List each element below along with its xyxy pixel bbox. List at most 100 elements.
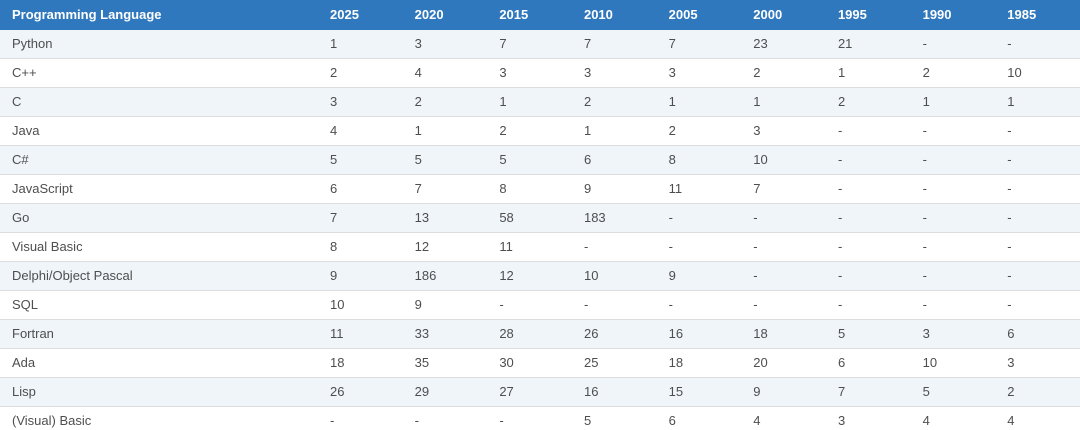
rank-cell: 7	[825, 377, 911, 407]
rank-cell: 6	[318, 174, 403, 204]
rank-cell: 21	[825, 30, 911, 59]
rank-cell: -	[910, 116, 996, 146]
rank-cell: 18	[741, 319, 826, 349]
rank-cell: 3	[825, 406, 911, 430]
rank-cell: 18	[656, 348, 742, 378]
rank-cell: 10	[995, 58, 1080, 88]
rank-cell: 6	[995, 319, 1080, 349]
language-cell: Python	[0, 30, 318, 59]
column-header-2020: 2020	[402, 0, 488, 30]
rank-cell: 9	[571, 174, 657, 204]
rank-cell: 7	[656, 30, 742, 59]
table-row-go: Go 7 13 58 183- - - - -	[0, 203, 1080, 233]
rank-cell: 3	[741, 116, 826, 146]
rank-cell: -	[995, 116, 1080, 146]
rank-cell: -	[995, 145, 1080, 175]
rank-cell: 10	[571, 261, 657, 291]
rank-cell: -	[825, 290, 911, 320]
rank-cell: -	[910, 203, 996, 233]
rank-cell: 5	[318, 145, 403, 175]
rank-cell: 4	[402, 58, 488, 88]
rank-cell: 3	[910, 319, 996, 349]
rank-cell: 10	[318, 290, 403, 320]
rank-cell: 1	[656, 87, 742, 117]
rank-cell: 20	[741, 348, 826, 378]
rank-cell: 1	[910, 87, 996, 117]
language-cell: Visual Basic	[0, 232, 318, 262]
language-cell: C	[0, 87, 318, 117]
rank-cell: 3	[318, 87, 403, 117]
rank-cell: 3	[571, 58, 657, 88]
language-cell: (Visual) Basic	[0, 406, 318, 430]
rank-cell: 9	[402, 290, 488, 320]
rank-cell: 33	[402, 319, 488, 349]
rank-cell: 16	[656, 319, 742, 349]
table-row-c: C++ 2 4 3 3 3 2 1 2 10	[0, 58, 1080, 88]
rank-cell: 28	[487, 319, 572, 349]
rank-cell: 183	[571, 203, 657, 233]
table-row-visual-basic: Visual Basic 8 12 11- - - - - -	[0, 232, 1080, 262]
rank-cell: -	[910, 174, 996, 204]
rank-cell: 30	[487, 348, 572, 378]
rank-cell: 1	[825, 58, 911, 88]
language-cell: Ada	[0, 348, 318, 378]
rank-cell: 9	[318, 261, 403, 291]
rank-cell: 8	[318, 232, 403, 262]
column-header-1995: 1995	[825, 0, 911, 30]
rank-cell: -	[656, 290, 742, 320]
rank-cell: 3	[656, 58, 742, 88]
rank-cell: 5	[825, 319, 911, 349]
table-row-visual-basic: (Visual) Basic - - -5 6 4 3 4 4	[0, 406, 1080, 430]
rank-cell: 5	[571, 406, 657, 430]
rank-cell: -	[571, 290, 657, 320]
rank-cell: 9	[656, 261, 742, 291]
column-header-1985: 1985	[995, 0, 1080, 30]
rank-cell: -	[318, 406, 403, 430]
language-cell: Lisp	[0, 377, 318, 407]
rank-cell: -	[741, 261, 826, 291]
rank-cell: 1	[741, 87, 826, 117]
rank-cell: -	[741, 232, 826, 262]
column-header-2025: 2025	[318, 0, 403, 30]
rank-cell: 2	[656, 116, 742, 146]
rank-cell: 1	[995, 87, 1080, 117]
rank-cell: 23	[741, 30, 826, 59]
rank-cell: -	[825, 203, 911, 233]
language-cell: Java	[0, 116, 318, 146]
rank-cell: -	[995, 203, 1080, 233]
table-row-sql: SQL 10 9- - - - - - -	[0, 290, 1080, 320]
rank-cell: 35	[402, 348, 488, 378]
rank-cell: 27	[487, 377, 572, 407]
rank-cell: -	[995, 232, 1080, 262]
rank-cell: 25	[571, 348, 657, 378]
rank-cell: -	[825, 232, 911, 262]
rank-cell: -	[825, 145, 911, 175]
rank-cell: 26	[571, 319, 657, 349]
language-cell: Delphi/Object Pascal	[0, 261, 318, 291]
column-header-2005: 2005	[656, 0, 742, 30]
column-header-2000: 2000	[741, 0, 826, 30]
rank-cell: 2	[741, 58, 826, 88]
rank-cell: 15	[656, 377, 742, 407]
rank-cell: -	[656, 232, 742, 262]
table-row-lisp: Lisp 26 29 27 16 15 9 7 5 2	[0, 377, 1080, 407]
rank-cell: 1	[571, 116, 657, 146]
rank-cell: 11	[487, 232, 572, 262]
language-cell: Go	[0, 203, 318, 233]
rank-cell: 7	[571, 30, 657, 59]
rank-cell: -	[487, 290, 572, 320]
rank-cell: 6	[656, 406, 742, 430]
table-row-delphi-object-pascal: Delphi/Object Pascal 9 186 12 10 9- - - -	[0, 261, 1080, 291]
table-row-fortran: Fortran 11 33 28 26 16 18 5 3 6	[0, 319, 1080, 349]
rank-cell: 2	[825, 87, 911, 117]
rank-cell: -	[741, 203, 826, 233]
rank-cell: 3	[995, 348, 1080, 378]
rank-cell: 1	[402, 116, 488, 146]
rank-cell: 9	[741, 377, 826, 407]
column-header-1990: 1990	[910, 0, 996, 30]
rank-cell: 2	[571, 87, 657, 117]
table-row-c: C# 5 5 5 6 8 10- - -	[0, 145, 1080, 175]
rank-cell: -	[825, 174, 911, 204]
table-row-javascript: JavaScript 6 7 8 9 11 7- - -	[0, 174, 1080, 204]
